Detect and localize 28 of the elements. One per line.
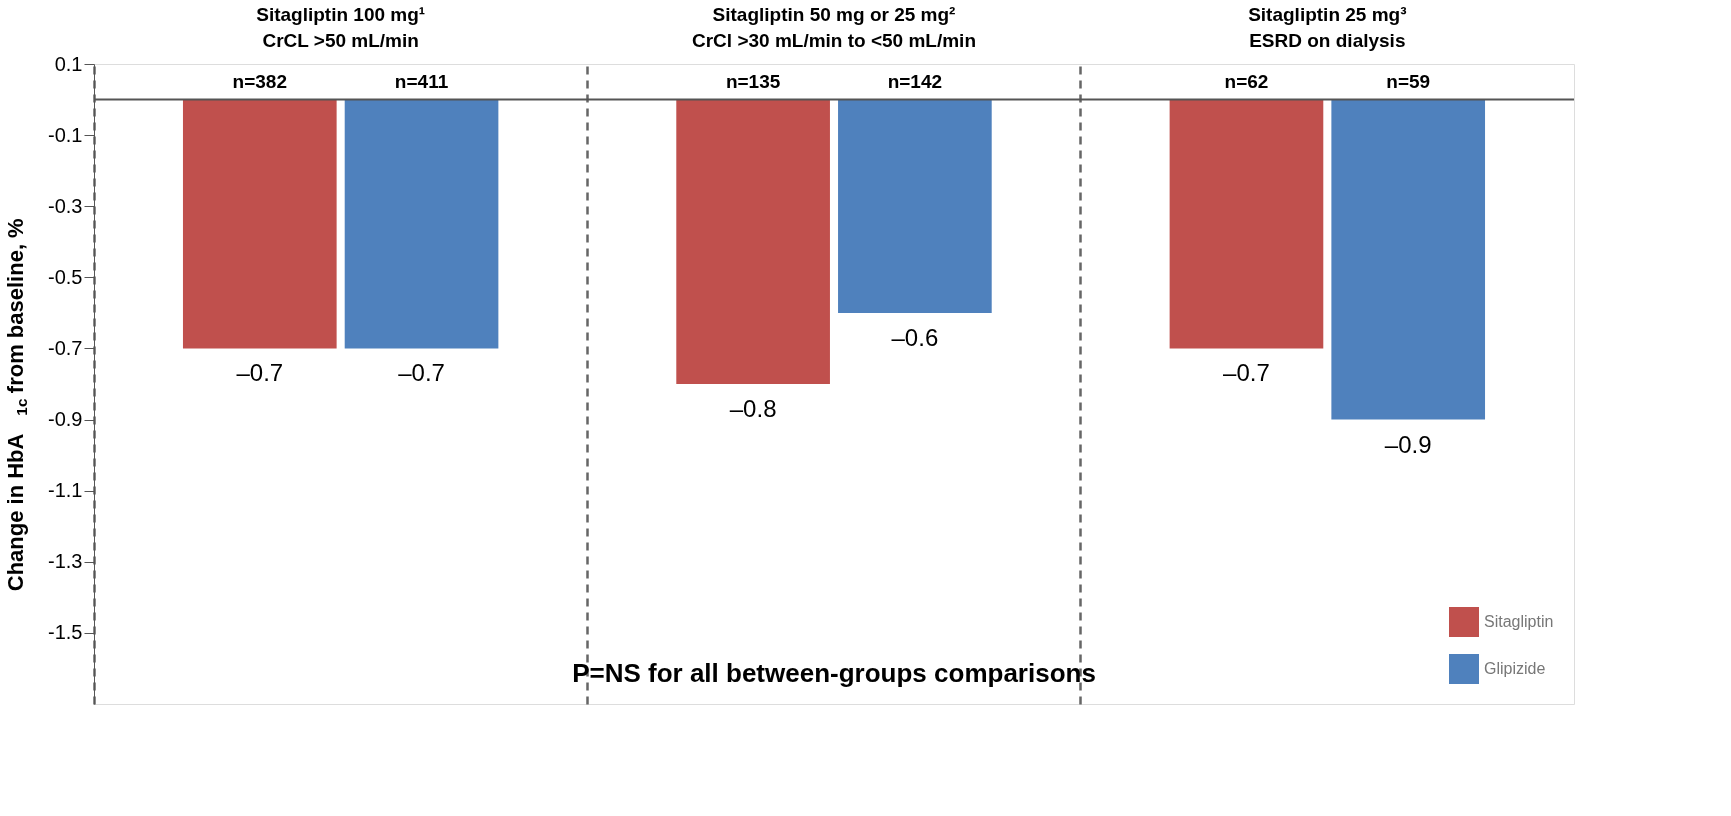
text: –0.6 (891, 323, 939, 351)
y-tick-label: -0.9 (48, 408, 83, 431)
annotation: n=142 (887, 70, 943, 92)
x-tick-label: Sitagliptin 25 mg³ ESRD on dialysis (1248, 3, 1407, 51)
y-tick-label: -0.7 (48, 336, 83, 359)
annotation: P=NS for all between-groups comparisons (572, 658, 1096, 688)
y-tick-label: -0.3 (48, 194, 83, 217)
text: –0.7 (398, 359, 445, 387)
text: –0.9 (1384, 430, 1432, 458)
text: –0.7 (1223, 359, 1270, 387)
annotation: n=411 (394, 70, 449, 92)
y-tick-label: 0.1 (54, 52, 83, 75)
legend-label: Sitagliptin (1484, 613, 1554, 630)
text: –0.8 (729, 395, 777, 422)
annotation: n=62 (1224, 70, 1269, 92)
x-tick-label: Sitagliptin 50 mg or 25 mg² CrCl >30 mL/min to <50 mL/min (691, 3, 977, 51)
x-tick-label: Sitagliptin 100 mg¹ CrCL >50 mL/min (256, 3, 426, 51)
y-tick-label: -0.5 (48, 265, 83, 288)
y-tick-label: -1.5 (48, 621, 83, 644)
annotation: n=59 (1386, 70, 1431, 92)
y-tick-label: -1.1 (48, 479, 83, 502)
annotation: n=382 (232, 70, 287, 92)
y-tick-label: -1.3 (48, 550, 83, 573)
text: –0.7 (236, 359, 284, 387)
y-axis-title: Change in HbA1c from baseline, % (3, 218, 30, 592)
annotation: n=135 (725, 70, 781, 92)
y-tick-label: -0.1 (48, 123, 83, 146)
legend-label: Glipizide (1484, 660, 1546, 677)
